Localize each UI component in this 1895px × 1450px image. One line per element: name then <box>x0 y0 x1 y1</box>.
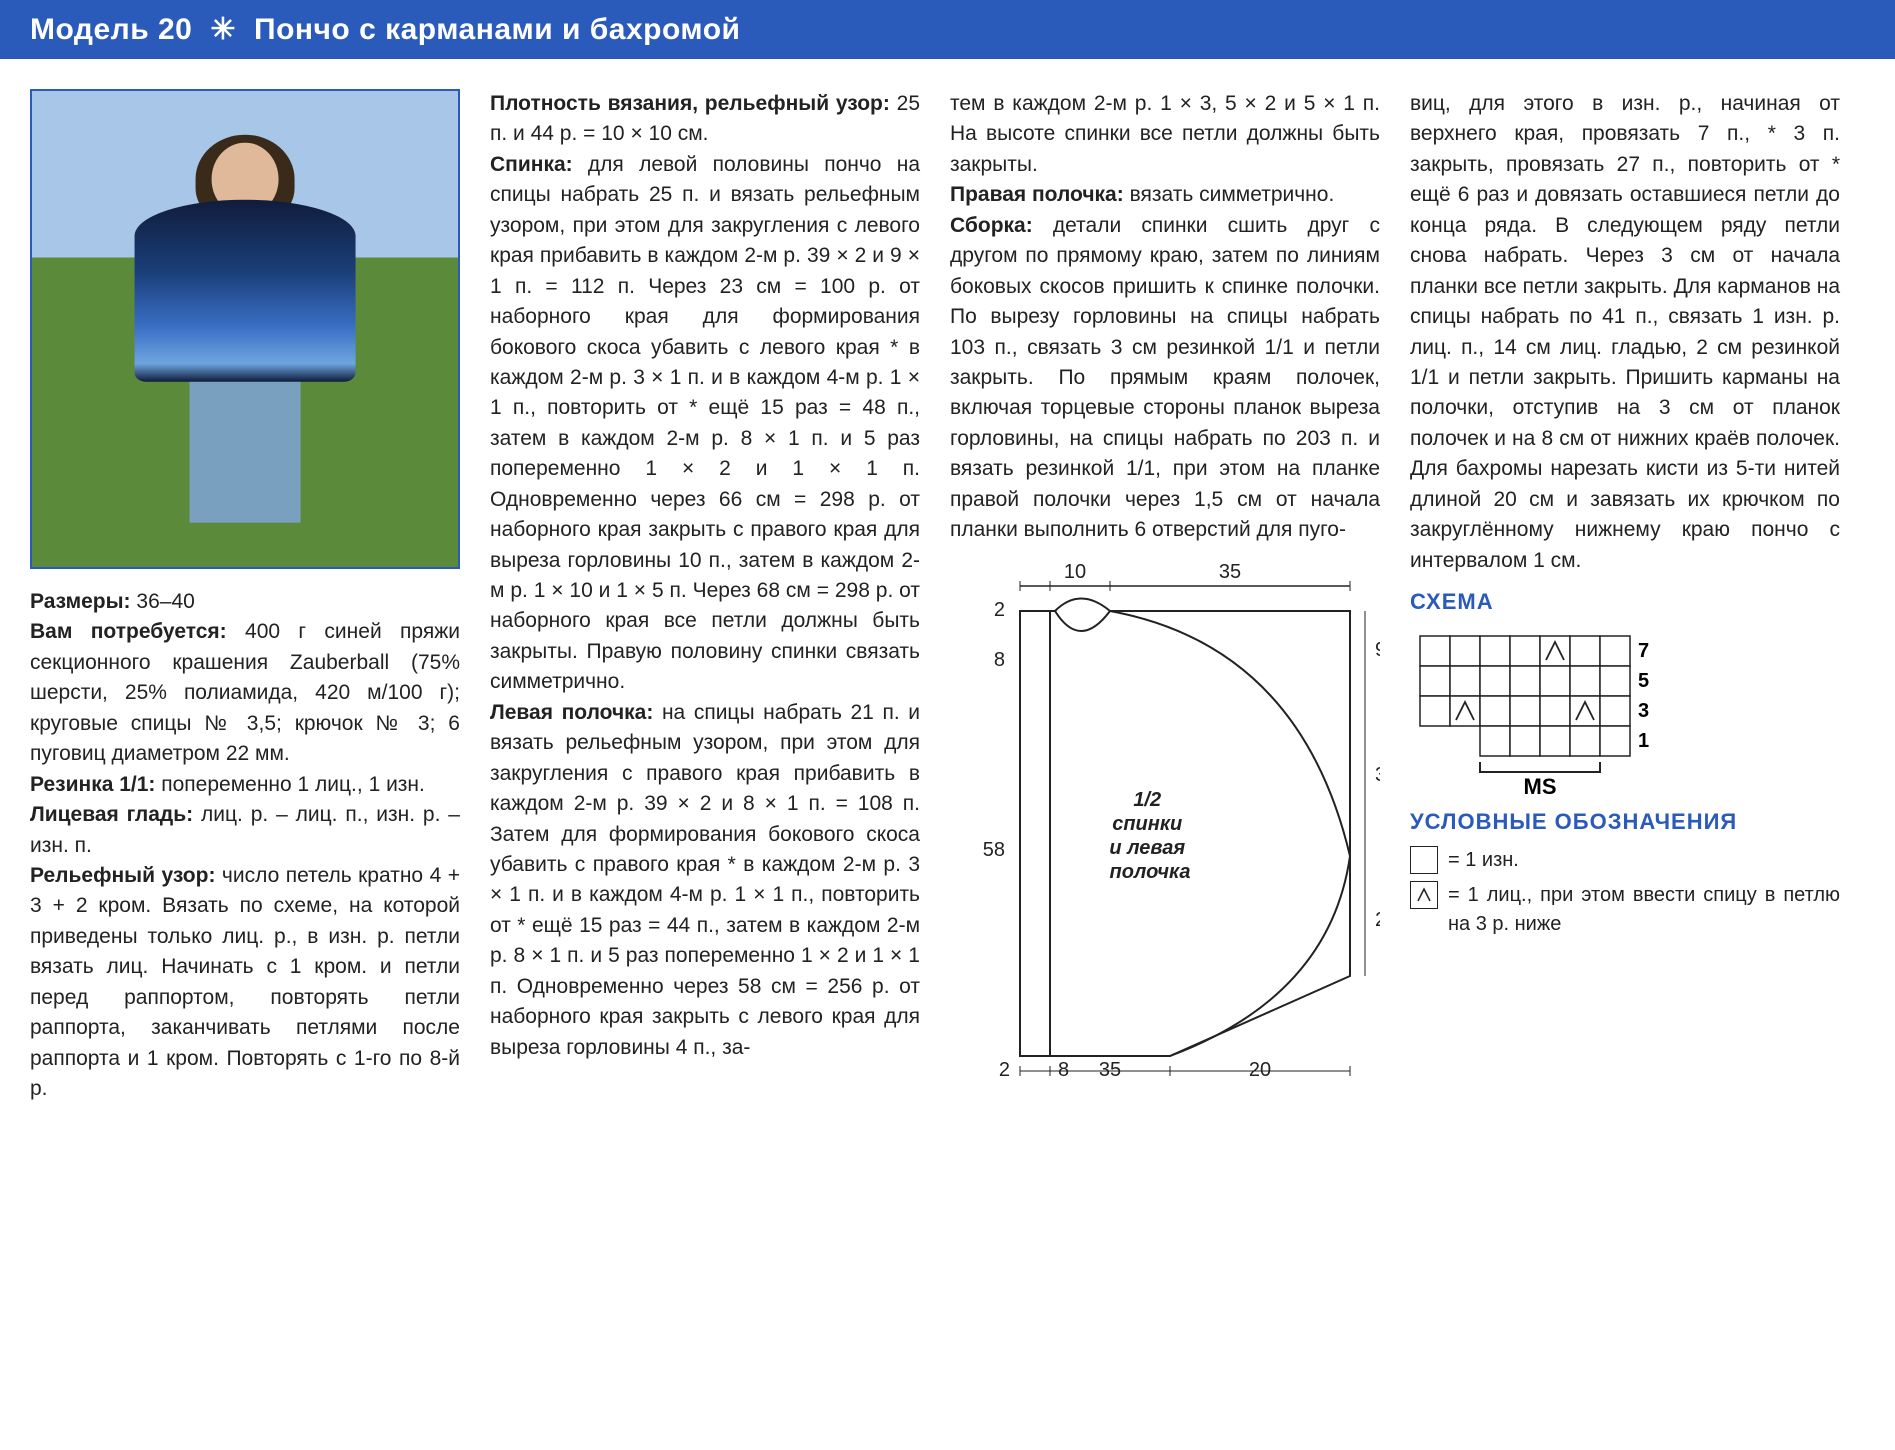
sizes-label: Размеры: <box>30 590 131 613</box>
svg-text:5: 5 <box>1638 670 1649 692</box>
svg-text:MS: MS <box>1524 774 1557 796</box>
svg-text:3: 3 <box>1638 700 1649 722</box>
dim-l-58: 58 <box>983 839 1005 861</box>
dim-top-2: 2 <box>994 599 1005 621</box>
chart-title: СХЕМА <box>1410 586 1840 618</box>
knit-symbol-box <box>1410 881 1438 909</box>
purl-symbol-box <box>1410 846 1438 874</box>
relief-para: Рельефный узор: число петель кратно 4 + … <box>30 861 460 1105</box>
leftfront-value: на спицы набрать 21 п. и вязать рельефны… <box>490 701 920 1059</box>
schematic-label: 1/2 спинки и левая полочка <box>1109 789 1190 883</box>
rib-para: Резинка 1/1: попеременно 1 лиц., 1 изн. <box>30 770 460 800</box>
stitch-chart: 7 5 3 1 MS <box>1410 626 1840 796</box>
dim-b-8: 8 <box>1058 1059 1069 1076</box>
stst-para: Лицевая гладь: лиц. р. – лиц. п., изн. р… <box>30 800 460 861</box>
assembly-value: детали спинки сшить друг с другом по пря… <box>950 214 1380 541</box>
header-separator: ✳ <box>210 12 236 47</box>
back-value: для левой половины пончо на спицы набрат… <box>490 153 920 693</box>
needs-label: Вам потребуется: <box>30 620 227 643</box>
stst-label: Лицевая гладь: <box>30 803 193 826</box>
model-number: Модель 20 <box>30 13 192 47</box>
rib-value: попеременно 1 лиц., 1 изн. <box>161 773 425 796</box>
relief-value: число петель кратно 4 + 3 + 2 кром. Вяза… <box>30 864 460 1100</box>
svg-text:1: 1 <box>1638 730 1649 752</box>
column-2: Плотность вязания, рельефный узор: 25 п.… <box>490 89 920 1104</box>
gauge-label: Плотность вязания, рельефный узор: <box>490 92 890 115</box>
dim-r-36: 36 <box>1375 764 1380 786</box>
legend-purl: = 1 изн. <box>1410 846 1840 875</box>
pattern-header: Модель 20 ✳ Пончо с карманами и бахромой <box>0 0 1895 59</box>
page-body: Размеры: 36–40 Вам потребуется: 400 г си… <box>0 59 1895 1134</box>
dim-l-8: 8 <box>994 649 1005 671</box>
legend-knit-text: = 1 лиц., при этом ввести спицу в петлю … <box>1448 881 1840 939</box>
pattern-title: Пончо с карманами и бахромой <box>254 13 741 47</box>
legend-knit: = 1 лиц., при этом ввести спицу в петлю … <box>1410 881 1840 939</box>
relief-label: Рельефный узор: <box>30 864 215 887</box>
legend-purl-text: = 1 изн. <box>1448 846 1519 875</box>
leftfront-para: Левая полочка: на спицы набрать 21 п. и … <box>490 698 920 1063</box>
dim-b--35: 35 <box>1099 1059 1121 1076</box>
rib-label: Резинка 1/1: <box>30 773 155 796</box>
col4-cont: виц, для этого в изн. р., начиная от вер… <box>1410 89 1840 576</box>
dim-b-20: 20 <box>1249 1059 1271 1076</box>
leftfront-label: Левая полочка: <box>490 701 653 724</box>
sizes-value: 36–40 <box>136 590 194 613</box>
column-4: виц, для этого в изн. р., начиная от вер… <box>1410 89 1840 1104</box>
back-label: Спинка: <box>490 153 573 176</box>
gauge-para: Плотность вязания, рельефный узор: 25 п.… <box>490 89 920 150</box>
assembly-para: Сборка: детали спинки сшить друг с друго… <box>950 211 1380 546</box>
dim-r-9: 9 <box>1375 639 1380 661</box>
rightfront-value: вязать симметрично. <box>1130 183 1335 206</box>
schematic-diagram: 2 10 35 9 36 23 8 58 2 8 <box>950 556 1380 1076</box>
dim-top-35: 35 <box>1219 561 1241 583</box>
dim-b-2: 2 <box>999 1059 1010 1076</box>
svg-text:7: 7 <box>1638 640 1649 662</box>
dim-r-23: 23 <box>1375 909 1380 931</box>
column-3: тем в каждом 2-м р. 1 × 3, 5 × 2 и 5 × 1… <box>950 89 1380 1104</box>
legend-title: УСЛОВНЫЕ ОБОЗНАЧЕНИЯ <box>1410 806 1840 838</box>
model-photo <box>30 89 460 569</box>
dim-top-10: 10 <box>1064 561 1086 583</box>
assembly-label: Сборка: <box>950 214 1033 237</box>
col3-cont: тем в каждом 2-м р. 1 × 3, 5 × 2 и 5 × 1… <box>950 89 1380 180</box>
needs-para: Вам потребуется: 400 г синей пряжи секци… <box>30 617 460 769</box>
column-1: Размеры: 36–40 Вам потребуется: 400 г си… <box>30 89 460 1104</box>
sizes-para: Размеры: 36–40 <box>30 587 460 617</box>
back-para: Спинка: для левой половины пончо на спиц… <box>490 150 920 698</box>
rightfront-label: Правая полочка: <box>950 183 1124 206</box>
rightfront-para: Правая полочка: вязать симметрично. <box>950 180 1380 210</box>
